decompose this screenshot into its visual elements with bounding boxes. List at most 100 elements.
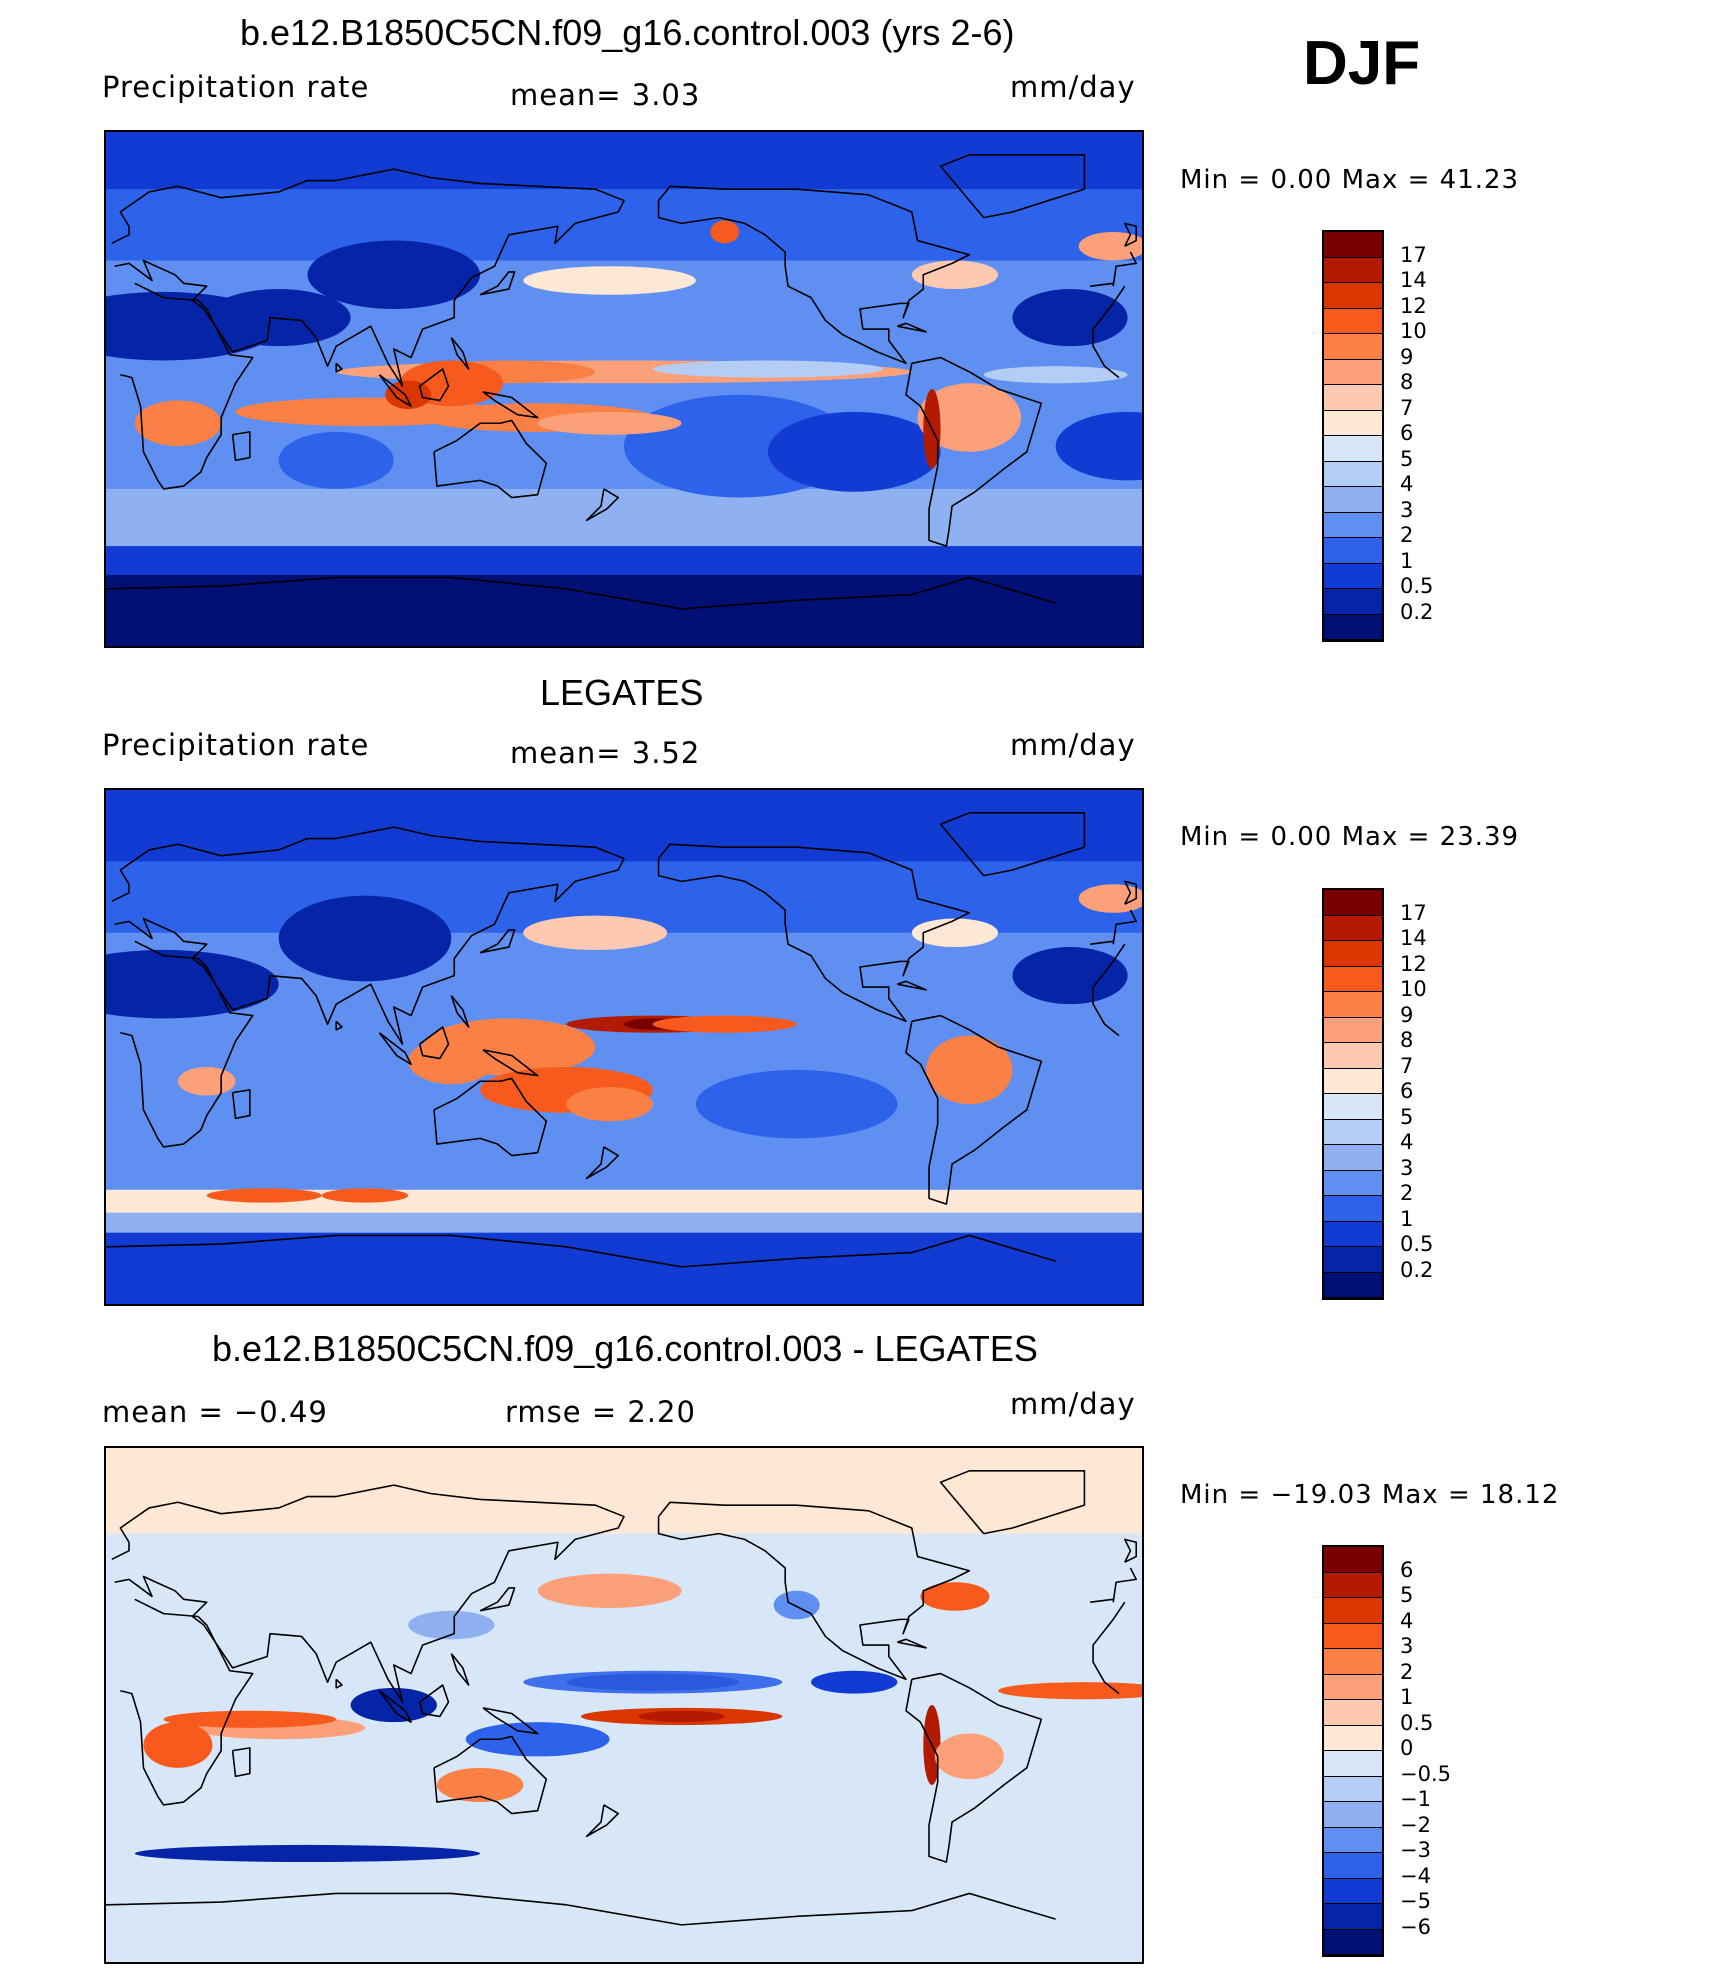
colorbar-bin bbox=[1324, 1547, 1382, 1573]
field-band bbox=[106, 1232, 1142, 1304]
colorbar-bin bbox=[1324, 1572, 1382, 1598]
field-blob bbox=[695, 1069, 898, 1139]
coastline bbox=[120, 1598, 1126, 1806]
field-layer bbox=[106, 1448, 1142, 1962]
coastline bbox=[433, 1077, 548, 1157]
field-blob bbox=[206, 289, 351, 347]
field-blob bbox=[307, 240, 481, 310]
colorbar-bin bbox=[1324, 1145, 1382, 1171]
colorbar-bin bbox=[1324, 966, 1382, 992]
field-blob bbox=[767, 411, 941, 492]
field-blob bbox=[652, 360, 883, 378]
panel-variable-label: Precipitation rate bbox=[102, 728, 370, 762]
coastline bbox=[1123, 880, 1138, 905]
field-blob bbox=[163, 1710, 337, 1728]
colorbar-tick-label: 6 bbox=[1400, 421, 1414, 445]
field-blob bbox=[177, 1066, 236, 1096]
coastlines bbox=[106, 154, 1138, 610]
field-blob bbox=[278, 431, 394, 489]
colorbar-tick-label: 1 bbox=[1400, 1685, 1414, 1709]
coastline bbox=[335, 1020, 343, 1031]
colorbar-tick-label: 0 bbox=[1400, 1736, 1414, 1760]
field-blob bbox=[143, 1722, 213, 1768]
field-blob bbox=[537, 411, 682, 435]
coastline bbox=[450, 1653, 470, 1686]
field-layer bbox=[106, 790, 1142, 1304]
field-blob bbox=[523, 915, 668, 950]
field-blob bbox=[638, 1710, 725, 1723]
coastline bbox=[897, 1638, 927, 1649]
field-band bbox=[106, 132, 1142, 190]
colorbar-tick-label: 0.5 bbox=[1400, 1710, 1434, 1735]
panel-title-obs: LEGATES bbox=[540, 672, 704, 713]
field-band bbox=[106, 1890, 1142, 1962]
field-blob bbox=[911, 260, 999, 290]
field-band bbox=[106, 790, 1142, 862]
colorbar-bin bbox=[1324, 1878, 1382, 1904]
colorbar-tick-label: 5 bbox=[1400, 1104, 1414, 1129]
colorbar-tick-label: 0.5 bbox=[1400, 574, 1434, 598]
colorbar-bin bbox=[1324, 1929, 1382, 1955]
colorbar-bin bbox=[1324, 1649, 1382, 1675]
coastline bbox=[106, 576, 1056, 610]
coastline bbox=[479, 1587, 516, 1612]
coastline bbox=[418, 368, 450, 402]
field-blob bbox=[1012, 947, 1128, 1005]
colorbar-tick-label: 5 bbox=[1400, 1583, 1414, 1607]
colorbar-tick-label: 2 bbox=[1400, 1181, 1414, 1205]
map-svg bbox=[106, 132, 1142, 646]
colorbar-bin bbox=[1324, 232, 1382, 258]
field-blob bbox=[523, 1670, 783, 1694]
colorbar-bin bbox=[1324, 538, 1382, 564]
coastline bbox=[585, 488, 620, 522]
field-blob bbox=[1012, 289, 1128, 347]
field-blob bbox=[523, 266, 696, 295]
colorbar-bin bbox=[1324, 1247, 1382, 1273]
field-blob bbox=[1078, 884, 1142, 913]
field-band bbox=[106, 488, 1142, 547]
panel-minmax-label: Min = −19.03 Max = 18.12 bbox=[1180, 1480, 1560, 1510]
coastline bbox=[939, 1470, 1086, 1535]
field-blob bbox=[465, 1722, 610, 1757]
colorbar-tick-label: 5 bbox=[1400, 446, 1414, 471]
colorbar-bin bbox=[1324, 1827, 1382, 1853]
colorbar-tick-label: −4 bbox=[1400, 1863, 1431, 1888]
colorbar-tick-label: 17 bbox=[1400, 900, 1427, 925]
colorbar-bin bbox=[1324, 410, 1382, 436]
colorbar-tick-label: 14 bbox=[1400, 926, 1427, 950]
colorbar-tick-label: 4 bbox=[1400, 1130, 1414, 1154]
field-blob bbox=[811, 1670, 898, 1694]
panel-minmax-label: Min = 0.00 Max = 41.23 bbox=[1180, 165, 1520, 195]
colorbar-obs bbox=[1322, 888, 1384, 1300]
colorbar-bin bbox=[1324, 1017, 1382, 1043]
field-blob bbox=[998, 1682, 1142, 1700]
field-blob bbox=[537, 1573, 682, 1608]
colorbar-bin bbox=[1324, 512, 1382, 538]
field-blob bbox=[652, 1015, 797, 1033]
field-blob bbox=[350, 1687, 437, 1723]
colorbar-tick-label: 0.2 bbox=[1400, 599, 1434, 624]
map-panel-model bbox=[104, 130, 1144, 648]
coastline bbox=[905, 1672, 1043, 1863]
panel-units-label: mm/day bbox=[1010, 70, 1136, 104]
coastline bbox=[111, 1484, 1138, 1703]
colorbar-bin bbox=[1324, 1068, 1382, 1094]
colorbar-bin bbox=[1324, 1802, 1382, 1828]
field-blob bbox=[566, 1086, 653, 1122]
coastline bbox=[905, 356, 1043, 547]
field-blob bbox=[710, 220, 740, 244]
colorbar-tick-label: 2 bbox=[1400, 523, 1414, 547]
coastline bbox=[120, 940, 1126, 1148]
field-blob bbox=[934, 1733, 1004, 1780]
coastlines bbox=[106, 812, 1138, 1268]
field-band bbox=[106, 1448, 1142, 1534]
colorbar-bin bbox=[1324, 308, 1382, 334]
coastline bbox=[106, 1892, 1056, 1926]
map-svg bbox=[106, 790, 1142, 1304]
coastline bbox=[1123, 222, 1138, 247]
colorbar-tick-label: 6 bbox=[1400, 1557, 1414, 1582]
colorbar-tick-label: 0.5 bbox=[1400, 1232, 1434, 1256]
colorbar-tick-label: 7 bbox=[1400, 1053, 1414, 1078]
coastline bbox=[378, 1690, 412, 1723]
colorbar-tick-label: 1 bbox=[1400, 548, 1414, 573]
